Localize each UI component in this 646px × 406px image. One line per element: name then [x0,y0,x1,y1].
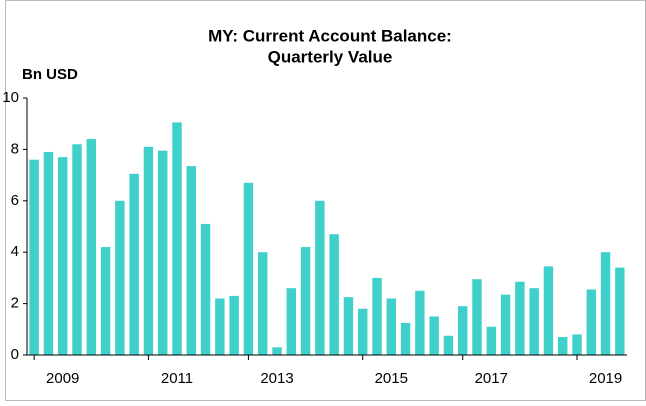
bar [529,288,539,355]
x-tick-label: 2015 [375,370,408,387]
bar [572,334,582,355]
bar [415,290,425,355]
bar [86,139,96,355]
bar [58,157,68,355]
y-tick-label: 10 [2,89,19,106]
bar [272,347,282,355]
bar [500,294,511,355]
bar [29,159,39,355]
bar [358,308,368,355]
bar [400,322,411,355]
bar [372,277,382,355]
bar [43,151,54,355]
bar [615,267,625,355]
bar [486,326,496,355]
y-tick-label: 4 [11,243,19,260]
bar [343,297,354,355]
bar [215,298,225,355]
bar [300,247,311,355]
bar [458,306,468,355]
x-tick-label: 2013 [260,370,293,387]
bar [558,337,568,355]
bar [286,288,296,355]
bar [115,200,125,355]
x-tick-label: 2011 [161,370,193,387]
bar [72,144,82,355]
bar [329,234,339,355]
bar [443,335,454,355]
bar [586,289,596,355]
bar [543,266,554,355]
bar [258,252,268,355]
y-tick-label: 0 [11,346,19,363]
y-tick-label: 8 [11,140,19,157]
bar [143,146,154,355]
bar [200,223,211,355]
bar [158,150,168,355]
bar [386,298,396,355]
bar [229,295,239,355]
bar [315,200,325,355]
bar [515,281,525,355]
bar [186,166,196,355]
bar [172,122,182,355]
bar [243,182,254,355]
chart-subtitle: Quarterly Value [268,47,393,66]
y-tick-label: 2 [11,295,19,312]
bar [472,279,482,355]
y-axis-label: Bn USD [22,66,78,83]
x-tick-label: 2017 [475,370,508,387]
bar [429,316,439,355]
chart-title: MY: Current Account Balance: [208,26,452,45]
bar [129,173,139,355]
bar [100,247,111,355]
y-tick-label: 6 [11,192,19,209]
x-tick-label: 2009 [46,370,79,387]
x-tick-label: 2019 [589,370,622,387]
bar [600,252,611,355]
